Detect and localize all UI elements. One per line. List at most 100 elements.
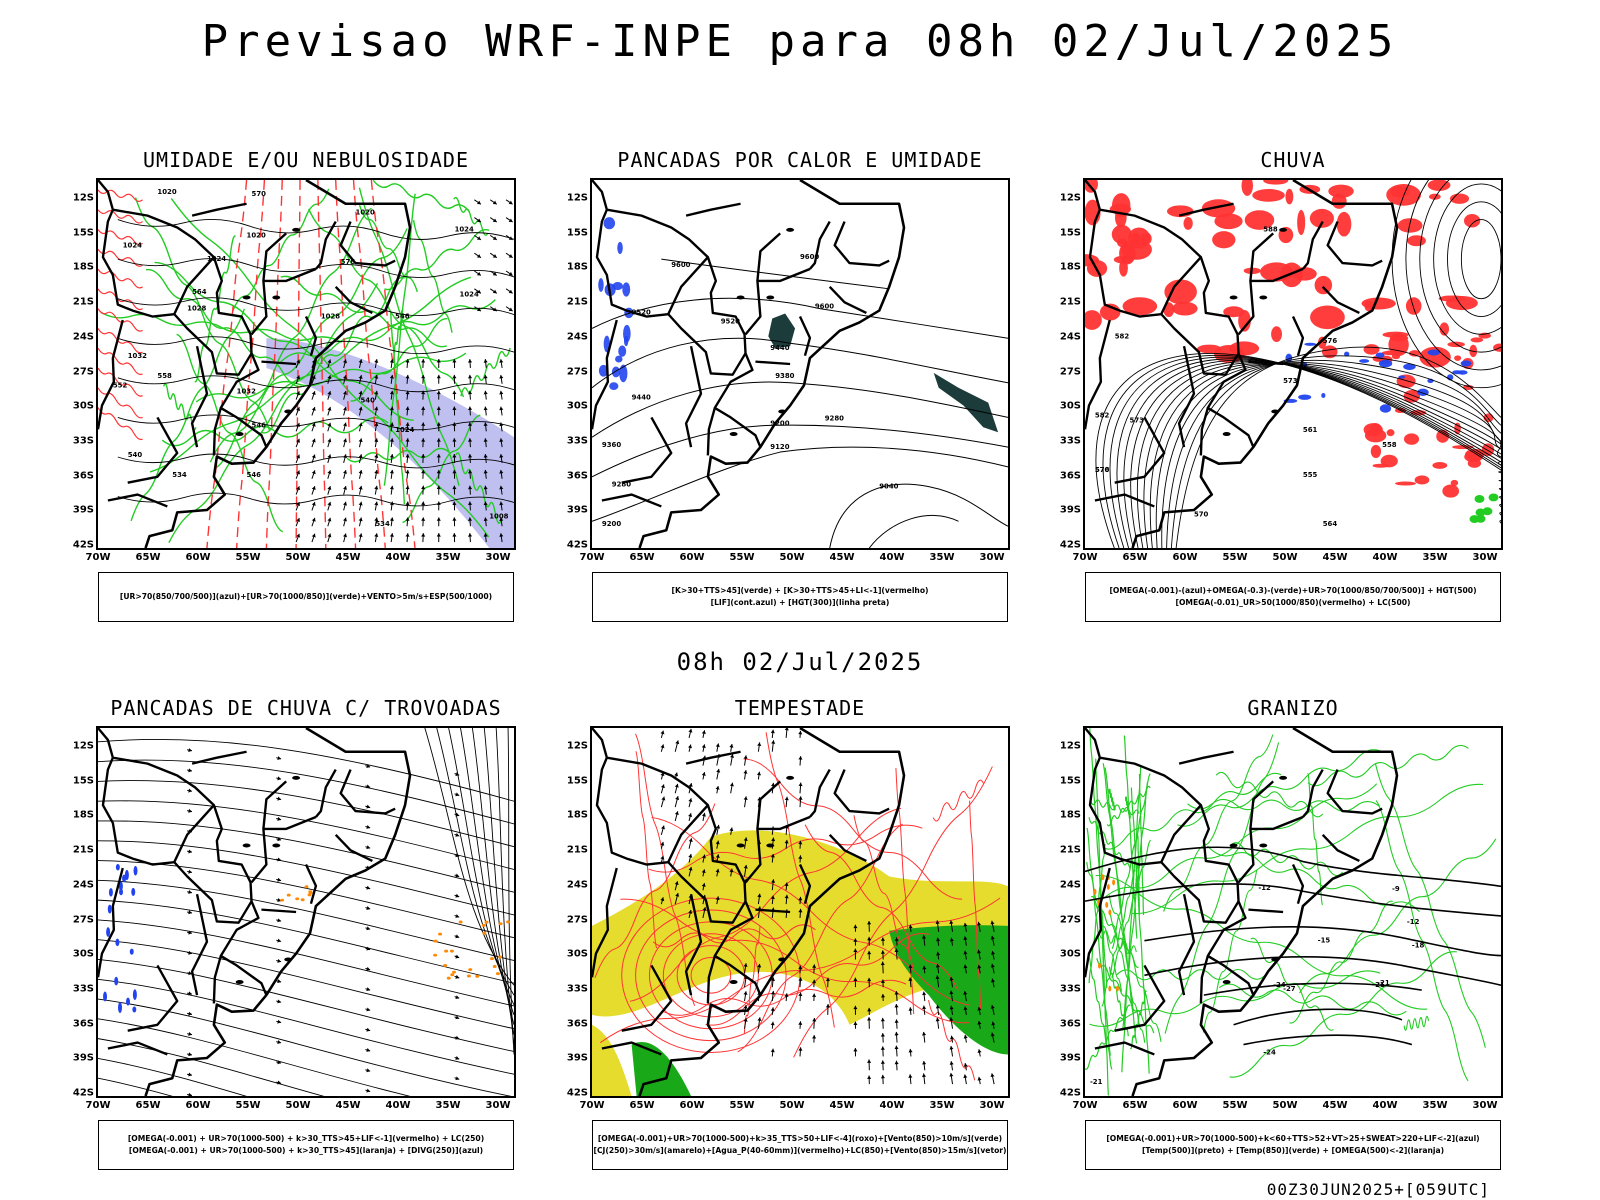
- rain-area-red: [1183, 216, 1193, 230]
- contour-line: [149, 276, 472, 473]
- latitude-axis: 12S 15S 18S 21S 24S 27S 30S 33S 36S 39S 42S: [66, 726, 94, 1099]
- latitude-tick-label: 21S: [1059, 296, 1081, 308]
- arrow-head: [894, 1045, 899, 1050]
- legend-box: [K>30+TTS>45](verde) + [K>30+TTS>45+LI<-…: [592, 572, 1008, 622]
- arrow-head: [499, 517, 504, 522]
- border-line: [1160, 313, 1240, 376]
- streamline: [1137, 362, 1501, 548]
- arrow-head: [327, 470, 332, 475]
- arrow-head: [436, 406, 441, 410]
- arrow-head: [798, 965, 803, 970]
- arrow-head: [455, 1035, 460, 1040]
- border-line: [1301, 220, 1324, 270]
- arrow-head: [990, 1005, 995, 1009]
- rain-area-red: [1321, 345, 1338, 359]
- arrow-head: [452, 454, 457, 458]
- rain-area-red: [1395, 481, 1417, 486]
- border-line: [261, 360, 297, 366]
- map-pancadas-calor: 9600 9600 9520 9520 9440 9440 9380 9360 9280 9280…: [590, 178, 1010, 550]
- longitude-tick-label: 40W: [385, 552, 411, 563]
- arrow-head: [492, 271, 497, 276]
- arrow-head: [743, 755, 748, 759]
- streamline: [1143, 363, 1501, 548]
- contour-line: [176, 333, 284, 533]
- longitude-axis: 70W 65W 60W 55W 50W 45W 40W 35W 30W: [86, 552, 516, 566]
- arrow-head: [499, 359, 504, 363]
- contour-label: 576: [341, 258, 356, 266]
- streamline: [98, 1077, 173, 1096]
- rain-area-red: [1450, 479, 1459, 486]
- streamline: [98, 1038, 325, 1096]
- streamline: [98, 998, 512, 1096]
- temp500-contour: [1203, 982, 1422, 996]
- arrow-head: [880, 1074, 885, 1079]
- longitude-tick-label: 45W: [829, 1100, 855, 1111]
- arrow-head: [277, 918, 282, 923]
- arrow-head: [743, 770, 748, 774]
- omega-area-blue: [1457, 370, 1468, 375]
- latitude-tick-label: 21S: [1059, 844, 1081, 856]
- arrow-head: [327, 533, 332, 538]
- arrow-head: [894, 1031, 899, 1036]
- longitude-tick-label: 30W: [1472, 1100, 1498, 1111]
- arrow-head: [770, 977, 776, 982]
- latitude-tick-label: 39S: [1059, 1052, 1081, 1064]
- latitude-tick-label: 27S: [1059, 914, 1081, 925]
- rain-area-red: [1263, 180, 1289, 185]
- contour-label: 1032: [237, 388, 256, 396]
- contour-line: [1130, 787, 1150, 1074]
- border-line: [1326, 221, 1383, 267]
- contour-line: [350, 318, 448, 402]
- contour-line: [98, 288, 143, 311]
- border-line: [592, 319, 618, 430]
- rain-area-red: [1381, 350, 1404, 356]
- contour-line: [969, 800, 982, 1009]
- longitude-tick-label: 55W: [729, 1100, 755, 1111]
- rain-area-red: [1452, 445, 1474, 450]
- arrow-head: [784, 882, 789, 887]
- arrow-head: [188, 768, 192, 773]
- latitude-tick-label: 27S: [566, 366, 588, 377]
- arrow-head: [366, 824, 371, 829]
- contour-line: [346, 447, 450, 463]
- rain-area-red: [1085, 310, 1102, 330]
- contour-label: 9520: [721, 317, 740, 325]
- border-line: [314, 768, 337, 818]
- arrow-head: [715, 785, 720, 790]
- arrow-head: [455, 792, 460, 797]
- panel-title: PANCADAS POR CALOR E UMIDADE: [617, 148, 983, 172]
- latitude-axis: 12S 15S 18S 21S 24S 27S 30S 33S 36S 39S 42S: [1053, 726, 1081, 1099]
- streamline: [471, 728, 514, 1025]
- legend-line: [CJ(250)>30m/s](amarelo)+[Agua_P(40-60mm…: [593, 1146, 1007, 1155]
- lif-contour-blue: [623, 335, 629, 347]
- arrow-head: [908, 924, 913, 929]
- border-line: [262, 232, 287, 282]
- arrow-head: [894, 1060, 899, 1065]
- longitude-tick-label: 60W: [1172, 1100, 1198, 1111]
- latitude-tick-label: 36S: [72, 1018, 94, 1030]
- arrow-head: [715, 896, 720, 901]
- longitude-tick-label: 60W: [185, 1100, 211, 1111]
- arrow-head: [452, 390, 457, 395]
- arrow-head: [499, 533, 504, 537]
- arrow-head: [296, 438, 300, 443]
- border-line: [595, 757, 709, 866]
- contour-label: -12: [1258, 884, 1271, 892]
- arrow-head: [702, 907, 707, 911]
- latitude-tick-label: 39S: [566, 1052, 588, 1064]
- height-contour: [661, 258, 890, 290]
- arrow-head: [963, 922, 968, 927]
- jet-area-yellow: [592, 830, 1008, 1025]
- latitude-tick-label: 42S: [72, 539, 94, 551]
- arrow-head: [743, 1018, 748, 1022]
- longitude-tick-label: 60W: [679, 552, 705, 563]
- arrow-head: [366, 1048, 371, 1052]
- arrow-head: [949, 1045, 954, 1050]
- arrow-head: [963, 950, 968, 955]
- rain-area-red: [1172, 301, 1198, 316]
- contour-label: 9200: [602, 520, 621, 528]
- arrow-head: [374, 533, 379, 537]
- arrow-head: [467, 485, 473, 490]
- arrow-head: [343, 375, 347, 379]
- latitude-tick-label: 39S: [72, 504, 94, 516]
